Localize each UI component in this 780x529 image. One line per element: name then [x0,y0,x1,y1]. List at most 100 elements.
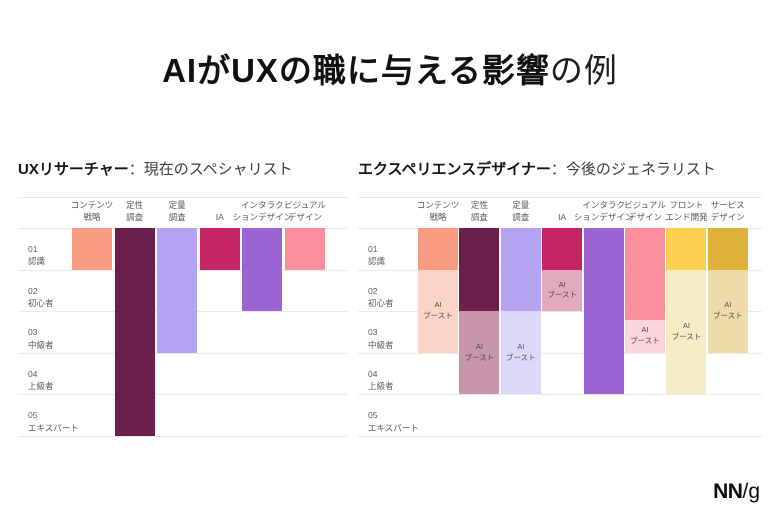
skill-bar [157,228,198,353]
column-header: ビジュアル デザイン [263,200,347,223]
skill-bar [114,228,155,436]
ai-boost-bar: AI ブースト [500,311,541,395]
column-header-line: IA [558,211,567,222]
column-header: IA [520,212,604,223]
column-header-line: インタラク [241,200,284,211]
skill-bar [242,228,283,312]
column-header-line: 調査 [126,211,144,222]
subtitle-descriptor: ：現在のスペシャリスト [128,161,293,178]
subtitle-role: エクスペリエンスデザイナー [358,161,551,178]
row-label: 04 上級者 [368,368,394,393]
skill-bar [500,228,541,312]
row-label-number: 02 [28,285,38,296]
ai-boost-label-line: ブースト [630,336,660,346]
column-header: コンテンツ 戦略 [50,200,134,223]
ai-boost-label-line: ブースト [547,290,577,300]
ai-boost-label-line: AI [682,321,690,331]
subtitle-role: UXリサーチャー [18,161,129,178]
skill-bar [72,228,112,270]
row-label-number: 04 [28,368,38,379]
ai-boost-label-line: ブースト [423,311,453,321]
row-label-number: 02 [368,285,378,296]
ai-boost-bar: AI ブースト [625,319,665,353]
row-label-name: エキスパート [28,422,79,433]
chart-top-rule [358,197,762,198]
ai-boost-label: AI ブースト [547,280,577,302]
column-header: 定性 調査 [437,200,521,223]
column-header: IA [178,212,262,223]
row-label: 04 上級者 [28,368,54,393]
ai-boost-label: AI ブースト [630,325,660,347]
column-header-line: サービス [710,200,745,211]
ai-boost-label-line: AI [517,341,525,351]
row-label-name: 中級者 [28,339,54,350]
column-header-line: 定性 [470,200,488,211]
ai-boost-label: AI ブースト [506,342,536,364]
column-header-line: ションデザイン [232,211,293,222]
skill-bar [666,228,707,270]
skill-bar [459,228,500,312]
row-label-number: 04 [368,368,378,379]
column-header: インタラク ションデザイン [220,200,304,223]
row-label: 01 認識 [28,243,45,268]
column-header-line: 調査 [168,211,186,222]
column-header-line: 戦略 [83,211,101,222]
column-header: 定性 調査 [93,200,177,223]
row-label-name: 初心者 [368,297,394,308]
ai-boost-label: AI ブースト [465,342,495,364]
grid-line [358,352,762,354]
ai-boost-bar: AI ブースト [542,269,583,312]
skill-bar [199,228,240,270]
column-header: 定量 調査 [479,200,563,223]
skill-bar [625,228,665,320]
grid-line [18,394,348,396]
ai-boost-bar: AI ブースト [666,269,707,395]
row-label-name: 認識 [28,256,46,267]
ai-boost-label-line: AI [434,300,442,310]
column-header-line: デザイン [710,211,745,222]
grid-line [358,436,762,437]
chart-top-rule [18,197,348,198]
ai-boost-label: AI ブースト [672,321,702,343]
ai-boost-bar: AI ブースト [418,269,458,353]
row-label-number: 03 [368,327,378,338]
ai-boost-label-line: ブースト [671,331,702,341]
row-label: 01 認識 [368,243,385,268]
row-label: 03 中級者 [368,326,394,351]
skill-bar [285,228,325,270]
column-headers: コンテンツ 戦略 定性 調査 定量 調査 IA インタラク ションデザイン ビジュアル デザイン フロ… [358,198,762,225]
column-header-line: フロント [669,200,704,211]
chart-subtitle: エクスペリエンスデザイナー：今後のジェネラリスト [358,158,716,179]
ai-boost-label-line: ブースト [712,311,743,321]
ai-boost-label-line: ブースト [464,352,495,362]
row-label: 02 初心者 [28,285,54,310]
column-header-line: インタラク [582,200,625,211]
column-header: サービス デザイン [686,200,770,223]
row-label-name: 初心者 [28,297,54,308]
ai-boost-label-line: AI [724,300,732,310]
row-label: 05 エキスパート [368,409,419,434]
column-headers: コンテンツ 戦略 定性 調査 定量 調査 IA インタラク ションデザイン ビジュアル デザイン [18,198,348,225]
column-header-line: 調査 [512,211,530,222]
column-header-line: 調査 [470,211,488,222]
row-label-number: 05 [28,410,38,421]
ai-boost-label: AI ブースト [423,300,453,322]
ai-boost-label-line: AI [641,325,649,335]
plot-area: 01 認識 02 初心者 03 中級者 04 上級者 05 エキスパート AI ブースト AI ブースト A… [358,228,762,437]
ai-boost-label-line: AI [475,341,483,351]
row-label-name: 上級者 [28,381,54,392]
column-header-line: ビジュアル [284,200,326,211]
column-header-line: コンテンツ [416,200,460,211]
column-header-line: 定量 [512,200,530,211]
column-header: インタラク ションデザイン [562,200,646,223]
column-header-line: 定量 [168,200,186,211]
column-header: コンテンツ 戦略 [396,200,480,223]
column-header-line: エンド開発 [665,211,708,222]
column-header: 定量 調査 [135,200,219,223]
skill-bar [542,228,583,270]
grid-line [358,394,762,396]
column-header-line: 定性 [126,200,144,211]
page-title: AIがUXの職に与える影響の例 [0,44,780,92]
column-header-line: 戦略 [429,211,447,222]
ai-boost-label: AI ブースト [713,300,743,322]
